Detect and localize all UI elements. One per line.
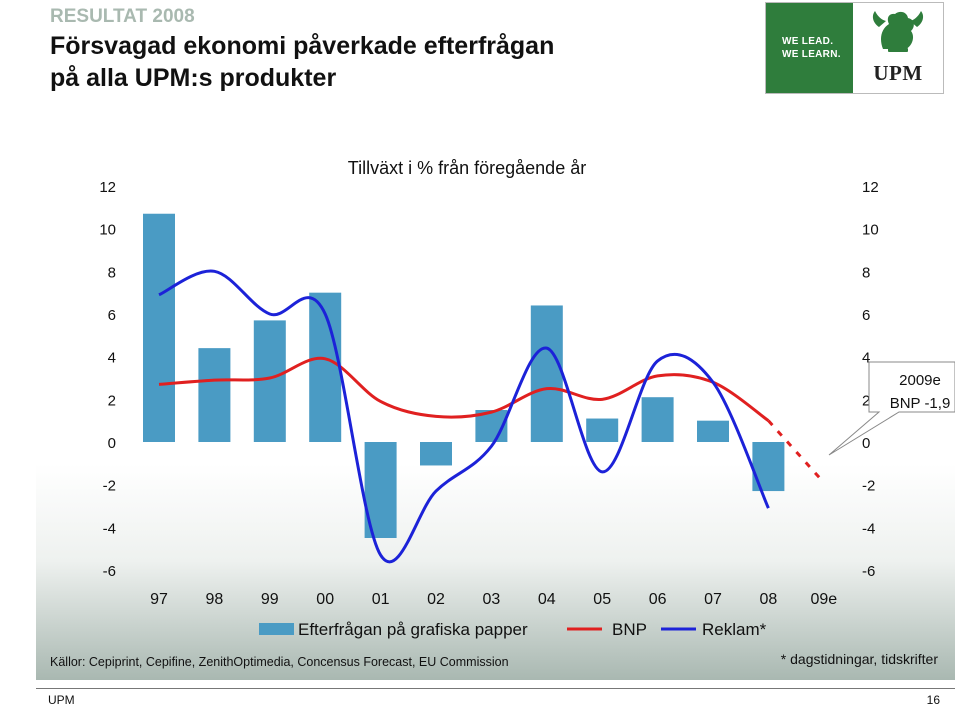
callout-line-2: BNP -1,9 bbox=[890, 395, 951, 412]
sources-note: Källor: Cepiprint, Cepifine, ZenithOptim… bbox=[50, 655, 509, 669]
bar-06 bbox=[641, 397, 674, 442]
upm-logo: WE LEAD. WE LEARN. UPM bbox=[765, 2, 944, 94]
x-tick-08: 08 bbox=[760, 591, 778, 608]
x-tick-00: 00 bbox=[316, 591, 334, 608]
y-tick-left: 10 bbox=[99, 222, 116, 239]
callout-line-1: 2009e bbox=[899, 372, 941, 389]
y-tick-right: 8 bbox=[862, 264, 870, 281]
x-tick-05: 05 bbox=[593, 591, 611, 608]
x-tick-01: 01 bbox=[372, 591, 390, 608]
bar-04 bbox=[530, 305, 563, 442]
bnp-callout bbox=[828, 361, 955, 456]
y-tick-left: -6 bbox=[103, 563, 116, 580]
bnp-line bbox=[158, 356, 770, 422]
x-tick-97: 97 bbox=[150, 591, 168, 608]
growth-chart: Tillväxt i % från föregående år 12 12 10 10 8… bbox=[50, 158, 955, 669]
y-tick-right: 4 bbox=[862, 350, 870, 367]
y-tick-right: 10 bbox=[862, 222, 879, 239]
y-tick-right: 0 bbox=[862, 435, 870, 452]
legend-bar-swatch bbox=[259, 623, 294, 635]
y-tick-left: 4 bbox=[108, 350, 116, 367]
y-tick-left: 6 bbox=[108, 307, 116, 324]
bar-99 bbox=[253, 320, 286, 442]
y-tick-left: -4 bbox=[103, 520, 116, 537]
legend-reklam-label: Reklam* bbox=[702, 620, 767, 639]
bar-07 bbox=[697, 420, 729, 442]
legend-bar-label: Efterfrågan på grafiska papper bbox=[298, 620, 528, 639]
bar-05 bbox=[586, 418, 619, 442]
y-tick-right: 12 bbox=[862, 179, 879, 196]
y-tick-right: -4 bbox=[862, 520, 875, 537]
footnote-note: * dagstidningar, tidskrifter bbox=[781, 651, 939, 667]
bar-02 bbox=[420, 442, 452, 466]
x-tick-09e: 09e bbox=[810, 591, 837, 608]
x-tick-02: 02 bbox=[427, 591, 445, 608]
chart-title: Tillväxt i % från föregående år bbox=[348, 158, 586, 178]
footer-divider bbox=[36, 688, 955, 689]
section-kicker: RESULTAT 2008 bbox=[50, 6, 195, 27]
page-number: 16 bbox=[926, 693, 940, 707]
y-tick-left: 12 bbox=[99, 179, 116, 196]
page-title-line-1: Försvagad ekonomi påverkade efterfrågan bbox=[50, 32, 555, 60]
y-tick-left: 0 bbox=[108, 435, 116, 452]
y-tick-right: 2 bbox=[862, 392, 870, 409]
x-tick-07: 07 bbox=[704, 591, 722, 608]
legend-bnp-label: BNP bbox=[612, 620, 647, 639]
y-tick-left: 2 bbox=[108, 392, 116, 409]
y-tick-right: -6 bbox=[862, 563, 875, 580]
bar-97 bbox=[143, 213, 175, 442]
x-tick-98: 98 bbox=[206, 591, 224, 608]
x-tick-04: 04 bbox=[538, 591, 556, 608]
y-tick-right: -2 bbox=[862, 478, 875, 495]
reklam-line bbox=[158, 269, 770, 564]
y-tick-right: 6 bbox=[862, 307, 870, 324]
logo-brand: UPM bbox=[853, 3, 943, 93]
logo-tagline: WE LEAD. WE LEARN. bbox=[766, 3, 853, 93]
logo-tagline-line-2: WE LEARN. bbox=[782, 49, 841, 60]
logo-brand-name: UPM bbox=[873, 61, 923, 85]
footer-brand: UPM bbox=[48, 693, 75, 707]
x-tick-06: 06 bbox=[649, 591, 667, 608]
x-tick-99: 99 bbox=[261, 591, 279, 608]
x-tick-03: 03 bbox=[483, 591, 501, 608]
y-tick-left: 8 bbox=[108, 264, 116, 281]
chart-panel: Tillväxt i % från föregående år 12 12 10 10 8… bbox=[36, 140, 955, 680]
logo-tagline-line-1: WE LEAD. bbox=[782, 36, 834, 47]
page-title: Försvagad ekonomi påverkade efterfrågan … bbox=[50, 30, 554, 94]
page-title-line-2: på alla UPM:s produkter bbox=[50, 64, 337, 92]
y-tick-left: -2 bbox=[103, 478, 116, 495]
griffin-icon bbox=[872, 11, 924, 52]
bar-98 bbox=[198, 348, 231, 442]
